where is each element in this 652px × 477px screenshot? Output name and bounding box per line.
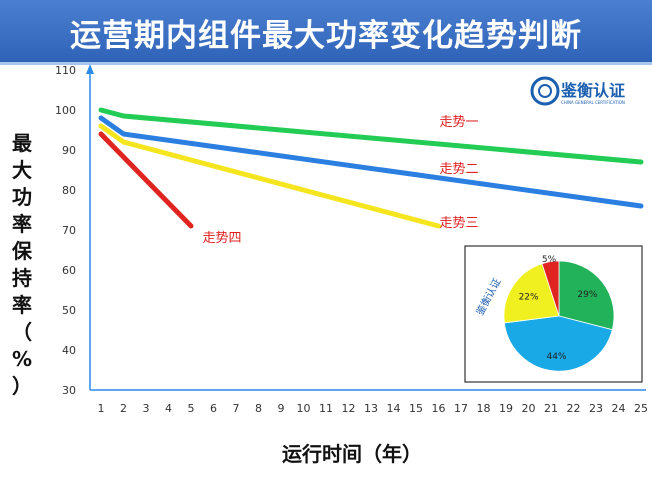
x-axis-label: 运行时间（年） — [282, 442, 422, 466]
x-tick-label: 21 — [544, 402, 558, 415]
pie-slice — [503, 315, 613, 372]
x-tick-label: 13 — [364, 402, 378, 415]
y-tick-label: 30 — [62, 384, 76, 397]
y-axis-label-char: % — [12, 347, 32, 371]
y-axis-label-char: （ — [12, 320, 32, 344]
header-banner: 运营期内组件最大功率变化趋势判断 — [0, 0, 652, 65]
x-tick-label: 19 — [499, 402, 513, 415]
pie-inset: 29%44%22%5% 鉴衡认证 — [464, 245, 643, 383]
x-tick-label: 5 — [188, 402, 195, 415]
logo-text: 鉴衡认证 — [560, 81, 625, 100]
series-label-1: 走势一 — [439, 114, 478, 130]
series-label-3: 走势三 — [439, 215, 478, 231]
series-line-3 — [98, 123, 441, 229]
logo-emblem-inner-icon — [538, 84, 552, 98]
y-axis-arrow — [86, 64, 94, 74]
x-tick-label: 11 — [319, 402, 333, 415]
y-axis-label-char: 率 — [12, 293, 32, 317]
x-tick-label: 23 — [589, 402, 603, 415]
x-tick-label: 1 — [98, 402, 105, 415]
pie-slice — [541, 260, 560, 317]
y-tick-label: 110 — [55, 64, 76, 77]
logo-emblem-icon — [530, 76, 560, 106]
x-tick-label: 15 — [409, 402, 423, 415]
y-axis-label-char: 功 — [12, 185, 32, 209]
page-title: 运营期内组件最大功率变化趋势判断 — [70, 18, 582, 54]
x-tick-label: 18 — [477, 402, 491, 415]
y-axis-label-char: 保 — [11, 239, 33, 263]
pie-chart: 29% 44% 22% 5% — [503, 255, 615, 372]
pie-slice-label: 22% — [519, 293, 539, 303]
y-tick-label: 90 — [62, 144, 76, 157]
y-axis-label-char: 最 — [12, 131, 33, 155]
y-tick-label: 60 — [62, 264, 76, 277]
x-tick-label: 25 — [634, 402, 648, 415]
pie-slice-label: 5% — [542, 255, 557, 265]
x-tick-label: 10 — [297, 402, 311, 415]
x-tick-label: 9 — [278, 402, 285, 415]
x-tick-labels: 1 2 3 4 5 6 7 8 9 10 11 12 13 14 15 16 17 18 19 20 21 22 23 24 2… — [98, 402, 649, 415]
series-line-1 — [98, 107, 644, 165]
series-lines — [98, 107, 644, 229]
x-tick-label: 8 — [255, 402, 262, 415]
y-tick-labels: 30 40 50 60 70 80 90 100 110 — [55, 64, 76, 397]
x-tick-label: 24 — [612, 402, 626, 415]
y-axis-label-char: 持 — [12, 266, 32, 290]
y-tick-label: 80 — [62, 184, 76, 197]
cert-logo: 鉴衡认证 CHINA GENERAL CERTIFICATION — [530, 76, 625, 106]
x-tick-label: 3 — [143, 402, 150, 415]
series-label-4: 走势四 — [202, 230, 241, 246]
x-tick-label: 14 — [387, 402, 401, 415]
x-tick-label: 16 — [432, 402, 446, 415]
x-tick-label: 2 — [120, 402, 127, 415]
series-line-2 — [98, 115, 644, 209]
logo-subtext: CHINA GENERAL CERTIFICATION — [561, 100, 625, 105]
x-tick-label: 6 — [210, 402, 217, 415]
x-tick-label: 4 — [165, 402, 172, 415]
pie-slice-label: 29% — [577, 290, 597, 300]
y-tick-label: 100 — [55, 104, 76, 117]
y-axis-label-char: 大 — [12, 158, 32, 182]
y-axis-label-char: ） — [12, 374, 32, 398]
series-line-4 — [98, 131, 194, 229]
pie-slice — [503, 263, 560, 324]
x-tick-label: 12 — [342, 402, 356, 415]
x-tick-label: 20 — [522, 402, 536, 415]
y-tick-label: 50 — [62, 304, 76, 317]
axes-group — [86, 64, 646, 391]
pie-slice — [558, 260, 615, 331]
y-axis-label-char: 率 — [12, 212, 32, 236]
x-tick-label: 22 — [567, 402, 581, 415]
x-tick-label: 7 — [233, 402, 240, 415]
pie-slice-label: 44% — [546, 352, 566, 362]
y-tick-label: 70 — [62, 224, 76, 237]
y-tick-label: 40 — [62, 344, 76, 357]
series-label-2: 走势二 — [439, 161, 478, 177]
x-tick-label: 17 — [454, 402, 468, 415]
